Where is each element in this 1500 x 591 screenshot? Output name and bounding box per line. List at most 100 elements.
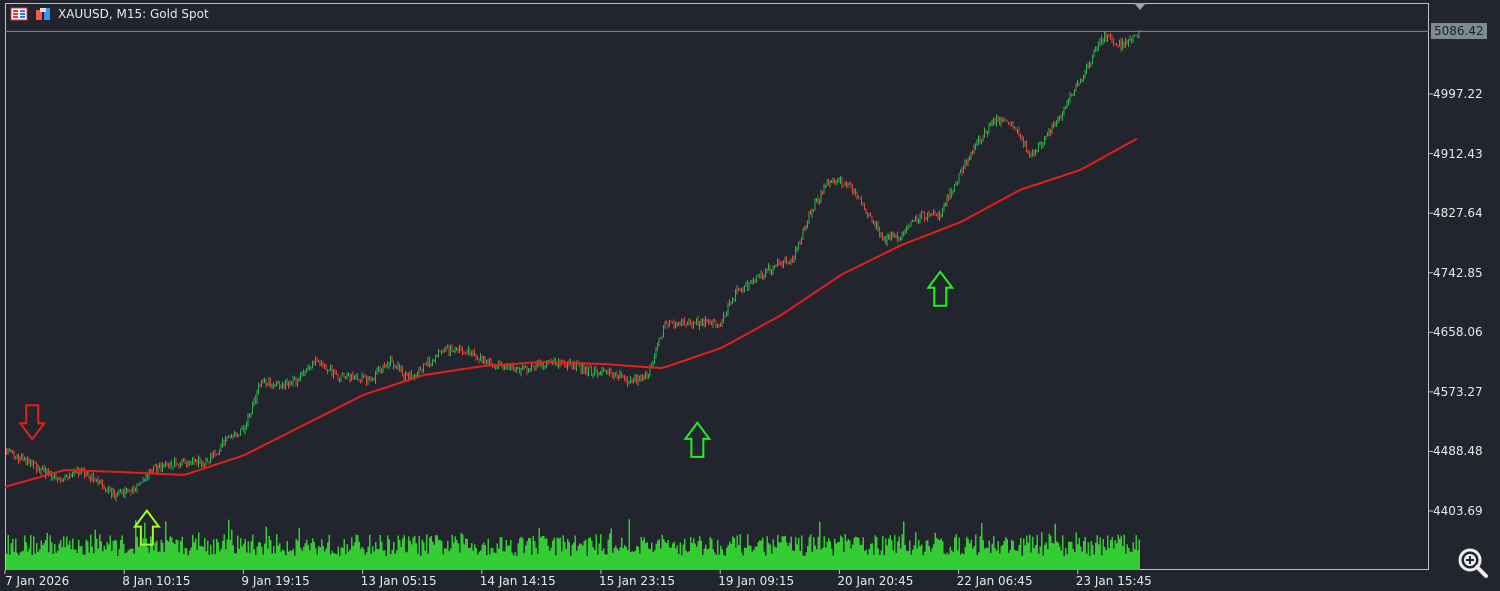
volume-bar: [622, 548, 624, 570]
volume-bar: [1075, 532, 1077, 570]
candle-body: [600, 374, 601, 376]
volume-bar: [991, 543, 993, 570]
candle-body: [495, 366, 496, 368]
candle-body: [969, 158, 970, 160]
volume-bar: [567, 538, 569, 570]
volume-bar: [265, 526, 267, 570]
order-book-icon[interactable]: [10, 7, 28, 21]
chart-type-icon[interactable]: [34, 7, 52, 21]
candle-body: [837, 180, 838, 183]
candle-body: [955, 183, 957, 185]
volume-bar: [274, 553, 276, 570]
candle-body: [636, 375, 637, 383]
volume-bar: [372, 546, 374, 570]
volume-bar: [283, 550, 285, 570]
volume-bar: [847, 538, 849, 570]
candle-body: [448, 346, 450, 354]
candle-body: [525, 366, 526, 368]
volume-bar: [114, 540, 116, 570]
time-tick-label: 7 Jan 2026: [5, 574, 70, 588]
volume-bar: [292, 548, 294, 570]
candle-body: [477, 358, 478, 360]
candle-body: [897, 234, 898, 240]
volume-bar: [925, 540, 927, 570]
candle-body: [844, 182, 846, 186]
volume-bar: [267, 548, 269, 570]
volume-bar: [897, 541, 899, 570]
candle-body: [616, 373, 618, 379]
volume-bar: [315, 548, 317, 570]
volume-bar: [733, 538, 735, 570]
candle-body: [1042, 143, 1044, 146]
volume-bar: [873, 554, 875, 570]
volume-bar: [1099, 537, 1101, 570]
volume-bar: [1066, 554, 1068, 570]
candle-body: [369, 379, 370, 381]
candle-body: [567, 361, 568, 368]
candle-body: [672, 321, 673, 323]
candle-body: [84, 470, 85, 476]
volume-bar: [420, 555, 422, 570]
candle-body: [244, 428, 246, 432]
volume-bar: [730, 543, 732, 570]
volume-bar: [618, 550, 620, 570]
zoom-in-icon[interactable]: [1456, 546, 1490, 580]
volume-bar: [829, 541, 831, 570]
volume-bar: [652, 552, 654, 570]
candle-body: [822, 191, 823, 194]
volume-bar: [484, 545, 486, 570]
volume-bar: [465, 538, 467, 570]
volume-bar: [732, 536, 734, 570]
candle-body: [828, 180, 829, 185]
candle-body: [243, 428, 244, 432]
candle-body: [957, 182, 958, 184]
volume-bar: [903, 521, 905, 570]
candle-body: [57, 477, 58, 480]
volume-bar: [793, 551, 795, 570]
volume-bar: [1095, 542, 1097, 570]
candle-body: [715, 320, 717, 326]
candle-body: [483, 358, 484, 362]
volume-bar: [582, 545, 584, 570]
volume-bar: [607, 539, 609, 570]
candle-body: [306, 368, 307, 372]
candle-body: [259, 385, 261, 387]
volume-bar: [955, 534, 957, 570]
candle-body: [444, 349, 445, 352]
candle-body: [874, 221, 876, 228]
volume-bar: [669, 547, 671, 570]
candle-body: [1095, 49, 1096, 52]
volume-bar: [1113, 548, 1115, 570]
candle-body: [940, 213, 942, 216]
volume-bar: [454, 536, 456, 570]
candle-body: [486, 360, 487, 365]
candle-body: [169, 462, 171, 468]
volume-bar: [630, 552, 632, 570]
candle-body: [172, 466, 174, 468]
volume-bar: [235, 553, 237, 570]
candle-body: [540, 362, 541, 366]
volume-bar: [516, 555, 518, 570]
candle-body: [87, 474, 88, 476]
candle-body: [103, 486, 105, 489]
volume-bar: [163, 552, 165, 570]
candle-body: [300, 374, 301, 380]
candle-body: [699, 321, 700, 327]
volume-bar: [309, 550, 311, 570]
candle-body: [786, 259, 787, 262]
candle-body: [646, 374, 648, 377]
volume-bar: [399, 539, 401, 570]
candle-body: [643, 376, 645, 378]
volume-bar: [961, 552, 963, 570]
candle-body: [1029, 152, 1030, 155]
volume-bar: [1051, 542, 1053, 570]
candle-body: [816, 198, 817, 201]
volume-bar: [223, 534, 225, 570]
candle-body: [418, 368, 420, 374]
volume-bar: [69, 540, 71, 570]
volume-bar: [321, 539, 323, 570]
volume-bar: [1128, 548, 1130, 570]
candle-body: [246, 423, 247, 429]
candle-body: [981, 139, 982, 144]
